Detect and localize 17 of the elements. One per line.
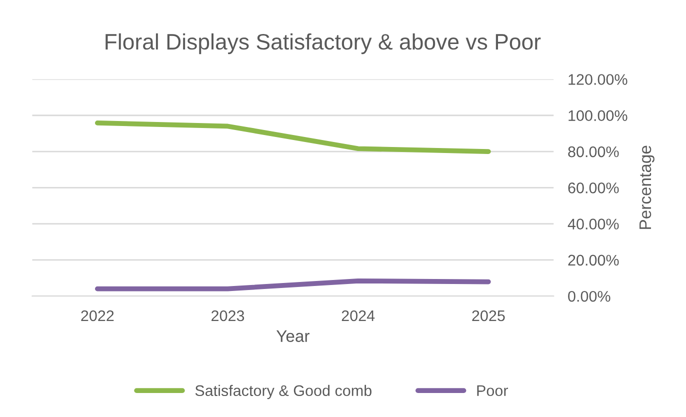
- legend-label: Satisfactory & Good comb: [195, 384, 372, 400]
- x-tick-label: 2022: [81, 310, 114, 322]
- x-tick-label: 2023: [212, 310, 244, 322]
- y-tick-label: 100.00%: [568, 110, 628, 122]
- y-tick-label: 40.00%: [568, 218, 619, 230]
- y-tick-label: 120.00%: [568, 74, 628, 85]
- x-tick-label: 2025: [472, 310, 505, 322]
- x-axis-title: Year: [276, 330, 310, 342]
- x-tick-label: 2024: [342, 310, 375, 322]
- y-tick-label: 20.00%: [568, 254, 619, 266]
- y-tick-label: 0.00%: [568, 290, 610, 302]
- y-axis-title: Percentage: [640, 146, 654, 229]
- chart-title: Floral Displays Satisfactory & above vs Poor: [106, 33, 541, 54]
- y-tick-label: 60.00%: [568, 182, 619, 194]
- legend-label: Poor: [477, 385, 508, 396]
- y-tick-label: 80.00%: [568, 146, 619, 158]
- line-series: [94, 120, 491, 154]
